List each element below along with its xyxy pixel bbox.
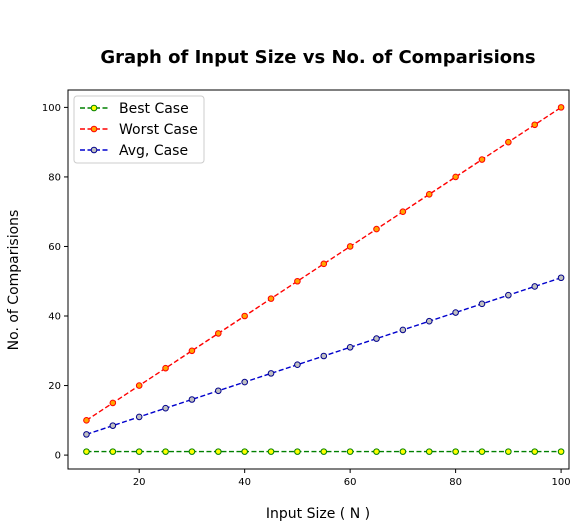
data-point (294, 361, 301, 368)
plot-area (83, 104, 565, 455)
data-point (452, 173, 459, 181)
legend: Best Case Worst Case Avg, Case (73, 95, 205, 164)
x-axis: 20 40 60 80 100 (133, 469, 571, 488)
data-point (557, 448, 565, 455)
x-tick-label: 80 (449, 477, 462, 488)
data-point (267, 448, 275, 455)
data-point (320, 352, 328, 360)
y-axis-label: No. of Comparisions (6, 210, 22, 351)
data-point (109, 422, 117, 429)
data-point (452, 448, 459, 455)
y-tick-label: 0 (55, 451, 61, 462)
legend-marker (90, 104, 98, 112)
chart-title: Graph of Input Size vs No. of Comparisio… (100, 47, 535, 68)
data-point (399, 448, 407, 455)
data-point (505, 138, 512, 146)
y-tick-label: 20 (48, 381, 61, 392)
data-point (83, 431, 90, 438)
data-point (531, 283, 539, 290)
legend-marker (90, 125, 98, 133)
data-point (531, 121, 539, 129)
y-tick-label: 60 (48, 242, 61, 253)
x-axis-label: Input Size ( N ) (266, 506, 370, 522)
data-point (109, 448, 117, 455)
data-point (188, 448, 196, 455)
data-point (215, 387, 222, 395)
data-point (241, 378, 248, 386)
data-point (135, 448, 143, 455)
x-tick-label: 20 (133, 477, 146, 488)
x-tick-label: 100 (552, 477, 571, 488)
data-point (188, 347, 196, 355)
data-point (346, 243, 354, 250)
data-point (557, 274, 565, 282)
data-point (346, 448, 354, 455)
data-point (162, 364, 169, 372)
y-tick-label: 100 (42, 103, 61, 114)
data-point (135, 413, 143, 421)
data-point (267, 295, 275, 302)
data-point (373, 448, 380, 455)
data-point (215, 330, 222, 337)
plot-frame (67, 89, 570, 470)
data-point (294, 277, 301, 285)
data-point (162, 448, 169, 455)
data-point (373, 225, 380, 233)
data-point (478, 448, 486, 455)
data-point (478, 156, 486, 163)
data-point (505, 291, 512, 299)
data-point (320, 448, 328, 455)
legend-label: Avg, Case (119, 143, 188, 159)
data-point (215, 448, 222, 455)
data-point (478, 300, 486, 308)
x-tick-label: 40 (238, 477, 251, 488)
legend-label: Best Case (119, 101, 189, 117)
y-tick-label: 40 (48, 312, 61, 323)
data-point (162, 404, 169, 412)
data-point (188, 396, 196, 403)
y-axis: 0 20 40 60 80 100 (42, 103, 68, 462)
data-point (399, 326, 407, 334)
data-point (109, 399, 117, 407)
data-point (531, 448, 539, 455)
data-point (425, 448, 433, 455)
data-point (373, 335, 380, 342)
data-point (320, 260, 328, 268)
x-tick-label: 60 (344, 477, 357, 488)
legend-label: Worst Case (119, 122, 198, 138)
data-point (425, 317, 433, 325)
data-point (294, 448, 301, 455)
data-point (267, 370, 275, 377)
legend-box (73, 95, 205, 164)
data-point (83, 417, 90, 424)
data-point (505, 448, 512, 455)
data-point (557, 104, 565, 111)
data-point (346, 344, 354, 351)
data-point (452, 309, 459, 316)
legend-marker (90, 146, 98, 154)
y-tick-label: 80 (48, 172, 61, 183)
data-point (241, 448, 248, 455)
data-point (83, 448, 90, 455)
data-point (425, 191, 433, 198)
data-point (241, 312, 248, 320)
data-point (399, 208, 407, 215)
data-point (135, 382, 143, 389)
